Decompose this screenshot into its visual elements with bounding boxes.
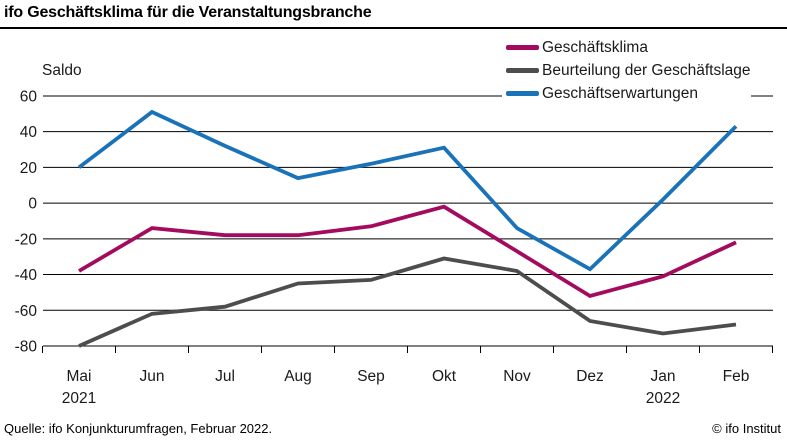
copyright-note: © ifo Institut: [712, 421, 781, 436]
x-tick-label: Jul: [215, 368, 235, 385]
legend-line-swatch: [506, 91, 539, 96]
legend-item: Beurteilung der Geschäftslage: [506, 59, 751, 82]
x-year-label: 2022: [646, 390, 680, 407]
series-line-beurteilung-der-gesch-ftslage: [78, 256, 737, 348]
legend-item: Geschäftserwartungen: [506, 82, 751, 105]
legend-line-swatch: [506, 45, 539, 50]
y-tick-label: -40: [15, 267, 38, 284]
y-tick-label: 60: [20, 88, 38, 105]
x-tick-label: Feb: [723, 368, 750, 385]
x-tick-label: Dez: [576, 368, 604, 385]
source-note: Quelle: ifo Konjunkturumfragen, Februar …: [4, 421, 273, 436]
legend-label: Geschäftsklima: [542, 38, 648, 56]
x-tick-label: Jan: [651, 368, 676, 385]
line-chart: 60 40 20 0 -20 -40 -60 -80 Mai Jun Jul Aug Sep Okt Nov…: [15, 88, 773, 407]
x-tick-label: Sep: [357, 368, 385, 385]
chart-footer: Quelle: ifo Konjunkturumfragen, Februar …: [0, 421, 787, 436]
y-axis-title: Saldo: [42, 62, 82, 79]
series-line-gesch-ftsklima: [78, 204, 737, 299]
x-tick-label: Aug: [284, 368, 312, 385]
y-tick-label: -80: [15, 338, 38, 355]
chart-legend: Geschäftsklima Beurteilung der Geschäftsl…: [502, 35, 751, 106]
x-year-label: 2021: [62, 390, 96, 407]
x-tick-label: Mai: [67, 368, 92, 385]
x-tick-label: Jun: [140, 368, 165, 385]
y-tick-label: -60: [15, 303, 38, 320]
legend-line-swatch: [506, 68, 539, 73]
y-tick-label: 20: [20, 160, 38, 177]
legend-label: Beurteilung der Geschäftslage: [542, 61, 751, 79]
series-line-gesch-ftserwartungen: [77, 109, 738, 272]
y-tick-label: -20: [15, 231, 38, 248]
legend-item: Geschäftsklima: [506, 36, 751, 59]
y-tick-label: 40: [20, 124, 38, 141]
chart-title: ifo Geschäftsklima für die Veranstaltung…: [4, 4, 372, 21]
legend-label: Geschäftserwartungen: [542, 84, 698, 102]
chart-header: ifo Geschäftsklima für die Veranstaltung…: [0, 0, 787, 29]
x-tick-label: Okt: [432, 368, 457, 385]
y-tick-label: 0: [28, 196, 37, 213]
x-tick-label: Nov: [503, 368, 531, 385]
